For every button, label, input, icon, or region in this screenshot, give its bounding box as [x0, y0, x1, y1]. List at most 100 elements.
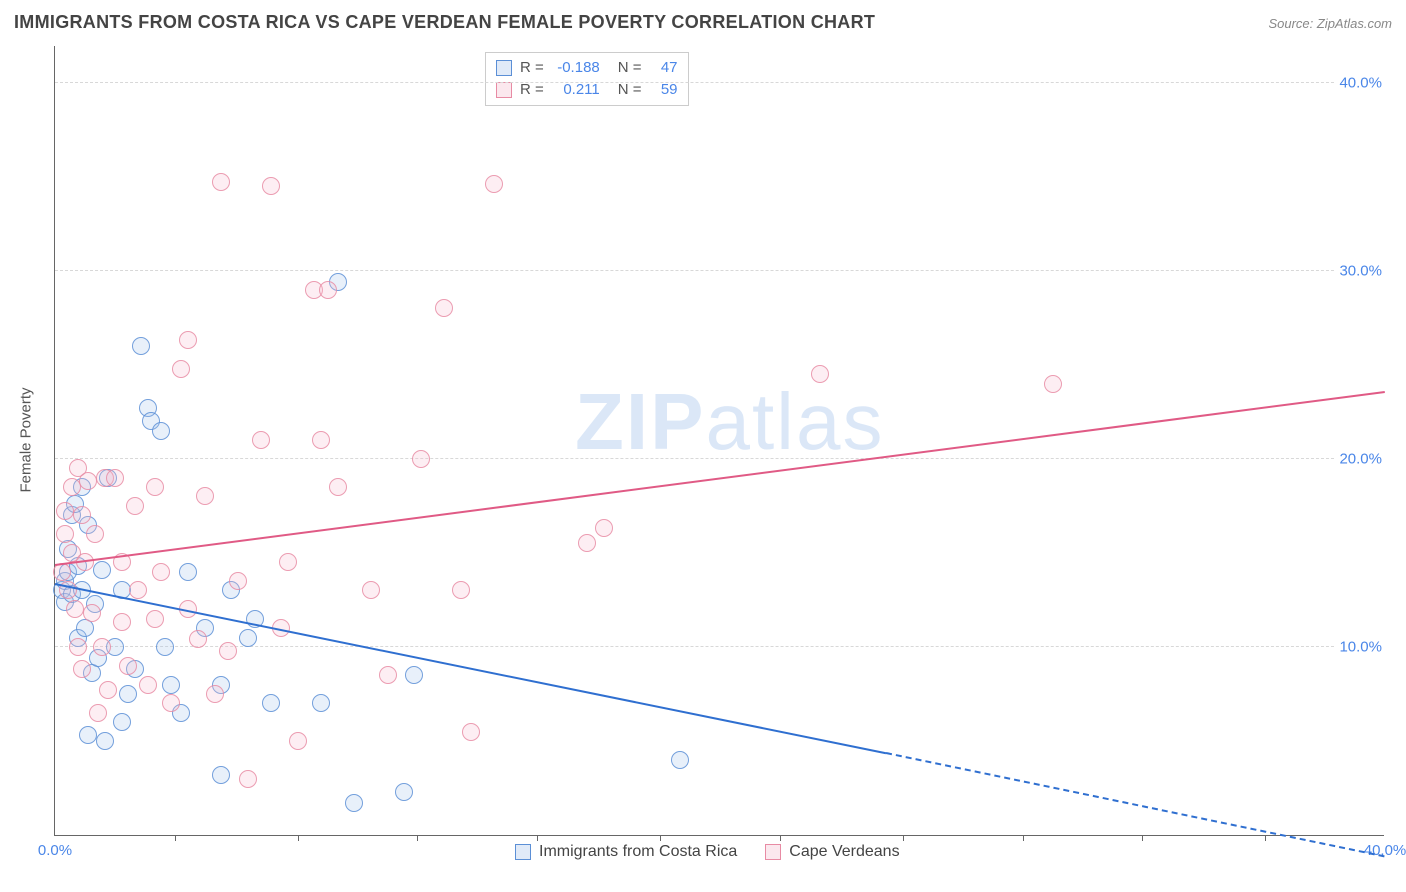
y-axis-title: Female Poverty	[18, 387, 35, 492]
legend-series-name: Cape Verdeans	[789, 843, 899, 861]
y-tick-label: 30.0%	[1335, 262, 1386, 279]
data-point	[86, 525, 104, 543]
data-point	[56, 502, 74, 520]
data-point	[179, 563, 197, 581]
data-point	[69, 638, 87, 656]
data-point	[79, 726, 97, 744]
data-point	[152, 563, 170, 581]
legend-n-label: N =	[618, 57, 642, 79]
data-point	[329, 478, 347, 496]
data-point	[262, 177, 280, 195]
data-point	[162, 676, 180, 694]
data-point	[462, 723, 480, 741]
data-point	[146, 478, 164, 496]
data-point	[239, 629, 257, 647]
data-point	[212, 766, 230, 784]
watermark: ZIPatlas	[575, 376, 884, 468]
scatter-plot: ZIPatlas R =-0.188N =47R =0.211N =59 10.…	[54, 46, 1384, 836]
x-tick	[175, 835, 176, 841]
data-point	[126, 497, 144, 515]
data-point	[206, 685, 224, 703]
gridline	[55, 270, 1384, 271]
legend-r-value: -0.188	[552, 57, 600, 79]
data-point	[89, 704, 107, 722]
data-point	[93, 561, 111, 579]
data-point	[212, 173, 230, 191]
data-point	[319, 281, 337, 299]
data-point	[485, 175, 503, 193]
data-point	[113, 613, 131, 631]
data-point	[162, 694, 180, 712]
data-point	[119, 685, 137, 703]
legend-swatch	[765, 844, 781, 860]
data-point	[345, 794, 363, 812]
x-tick	[780, 835, 781, 841]
x-tick	[660, 835, 661, 841]
data-point	[262, 694, 280, 712]
data-point	[452, 581, 470, 599]
x-tick-label: 40.0%	[1364, 842, 1406, 859]
data-point	[811, 365, 829, 383]
gridline	[55, 646, 1384, 647]
data-point	[229, 572, 247, 590]
chart-header: IMMIGRANTS FROM COSTA RICA VS CAPE VERDE…	[14, 12, 1392, 33]
legend-stats-box: R =-0.188N =47R =0.211N =59	[485, 52, 689, 106]
data-point	[435, 299, 453, 317]
legend-item: Immigrants from Costa Rica	[515, 843, 737, 861]
gridline	[55, 82, 1384, 83]
trend-line	[886, 752, 1385, 857]
gridline	[55, 458, 1384, 459]
x-tick	[537, 835, 538, 841]
data-point	[99, 681, 117, 699]
trend-line	[55, 391, 1385, 566]
data-point	[595, 519, 613, 537]
data-point	[113, 713, 131, 731]
data-point	[279, 553, 297, 571]
y-tick-label: 40.0%	[1335, 74, 1386, 91]
x-tick	[1265, 835, 1266, 841]
legend-stats-row: R = -0.188 N = 47	[496, 57, 678, 79]
data-point	[139, 676, 157, 694]
data-point	[578, 534, 596, 552]
chart-title: IMMIGRANTS FROM COSTA RICA VS CAPE VERDE…	[14, 12, 875, 33]
y-tick-label: 10.0%	[1335, 638, 1386, 655]
legend-item: Cape Verdeans	[765, 843, 899, 861]
data-point	[312, 694, 330, 712]
data-point	[179, 331, 197, 349]
data-point	[379, 666, 397, 684]
data-point	[106, 469, 124, 487]
legend-r-label: R =	[520, 57, 544, 79]
data-point	[189, 630, 207, 648]
data-point	[172, 360, 190, 378]
data-point	[395, 783, 413, 801]
chart-source: Source: ZipAtlas.com	[1268, 16, 1392, 31]
data-point	[132, 337, 150, 355]
data-point	[312, 431, 330, 449]
data-point	[362, 581, 380, 599]
legend-swatch	[515, 844, 531, 860]
x-tick	[417, 835, 418, 841]
y-tick-label: 20.0%	[1335, 450, 1386, 467]
legend-n-value: 47	[650, 57, 678, 79]
x-tick	[903, 835, 904, 841]
data-point	[405, 666, 423, 684]
data-point	[96, 732, 114, 750]
data-point	[252, 431, 270, 449]
data-point	[66, 600, 84, 618]
data-point	[152, 422, 170, 440]
x-tick	[1023, 835, 1024, 841]
legend-swatch	[496, 82, 512, 98]
data-point	[671, 751, 689, 769]
data-point	[196, 487, 214, 505]
data-point	[56, 525, 74, 543]
data-point	[79, 472, 97, 490]
data-point	[83, 604, 101, 622]
x-tick	[298, 835, 299, 841]
data-point	[239, 770, 257, 788]
legend-swatch	[496, 60, 512, 76]
data-point	[119, 657, 137, 675]
legend-bottom: Immigrants from Costa Rica Cape Verdeans	[515, 843, 900, 861]
data-point	[289, 732, 307, 750]
data-point	[129, 581, 147, 599]
data-point	[146, 610, 164, 628]
